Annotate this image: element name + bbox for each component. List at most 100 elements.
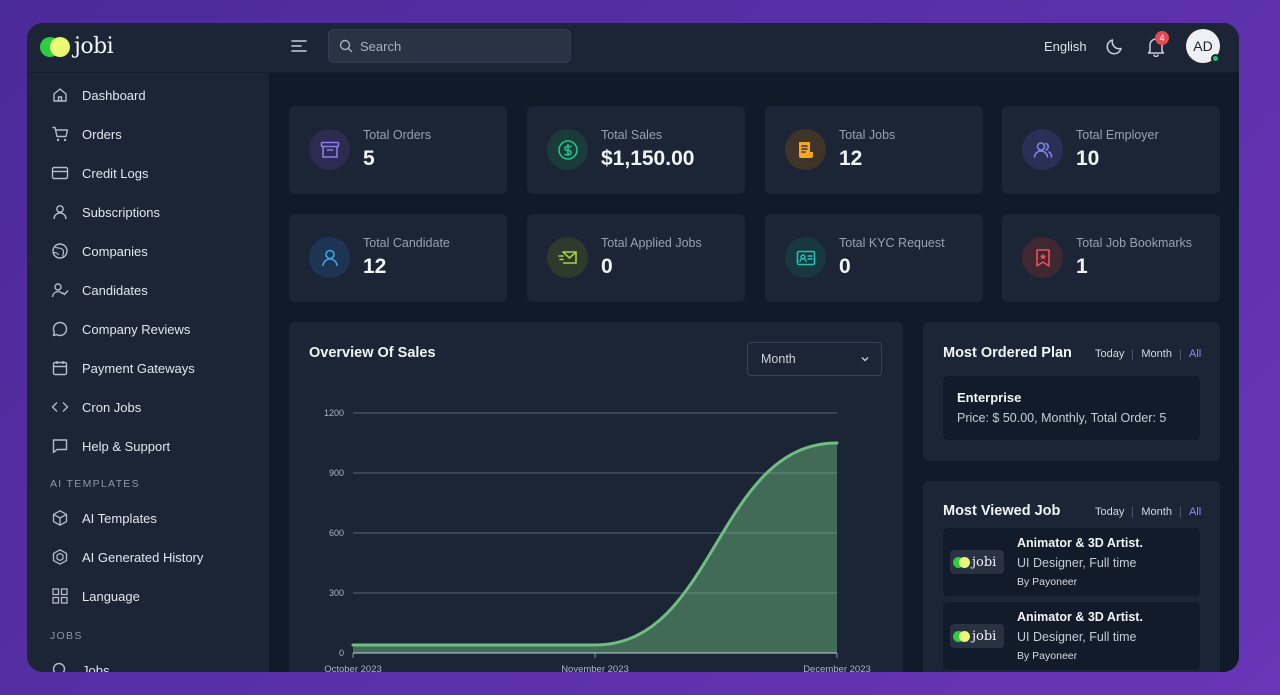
globe-icon bbox=[51, 242, 69, 260]
job-card[interactable]: jobi Animator & 3D Artist. UI Designer, … bbox=[943, 528, 1200, 596]
top-bar: jobi English 4 AD bbox=[27, 23, 1239, 73]
menu-toggle-icon[interactable] bbox=[289, 36, 309, 56]
sidebar-item-language[interactable]: Language bbox=[51, 585, 140, 607]
section-title-jobs: JOBS bbox=[50, 630, 83, 642]
message-square-icon bbox=[51, 437, 69, 455]
chevron-down-icon bbox=[861, 357, 869, 362]
stat-card-total-candidate[interactable]: Total Candidate 12 bbox=[289, 214, 507, 302]
user-check-icon bbox=[51, 281, 69, 299]
language-selector[interactable]: English bbox=[1044, 39, 1087, 54]
sidebar-item-label: AI Templates bbox=[82, 510, 157, 526]
id-card-icon bbox=[785, 237, 826, 278]
stat-value: 1 bbox=[1076, 255, 1088, 278]
sidebar-item-dashboard[interactable]: Dashboard bbox=[51, 84, 146, 106]
x-tick-label: December 2023 bbox=[803, 664, 871, 672]
code-icon bbox=[51, 398, 69, 416]
sidebar-item-label: Orders bbox=[82, 126, 122, 142]
stat-card-total-sales[interactable]: Total Sales $1,150.00 bbox=[527, 106, 745, 194]
mail-send-icon bbox=[547, 237, 588, 278]
job-title: Animator & 3D Artist. bbox=[1017, 610, 1143, 624]
stat-card-total-job-bookmarks[interactable]: Total Job Bookmarks 1 bbox=[1002, 214, 1220, 302]
sidebar-item-jobs[interactable]: Jobs bbox=[51, 659, 109, 672]
stat-card-total-orders[interactable]: Total Orders 5 bbox=[289, 106, 507, 194]
stat-value: 5 bbox=[363, 147, 375, 170]
stat-label: Total KYC Request bbox=[839, 236, 945, 250]
stat-value: 10 bbox=[1076, 147, 1100, 170]
bookmark-icon bbox=[1022, 237, 1063, 278]
stat-card-total-kyc-request[interactable]: Total KYC Request 0 bbox=[765, 214, 983, 302]
y-tick-label: 1200 bbox=[324, 408, 344, 418]
user-icon bbox=[309, 237, 350, 278]
sidebar-item-label: Candidates bbox=[82, 282, 148, 298]
sidebar-item-companies[interactable]: Companies bbox=[51, 240, 148, 262]
search-icon bbox=[51, 661, 69, 672]
plan-card[interactable]: Enterprise Price: $ 50.00, Monthly, Tota… bbox=[943, 376, 1200, 440]
stat-card-total-applied-jobs[interactable]: Total Applied Jobs 0 bbox=[527, 214, 745, 302]
sales-line bbox=[351, 441, 839, 647]
sidebar-item-ai-templates[interactable]: AI Templates bbox=[51, 507, 157, 529]
plan-filter-tabs: Today Month All bbox=[1095, 348, 1201, 360]
sidebar-item-candidates[interactable]: Candidates bbox=[51, 279, 148, 301]
search-box bbox=[328, 29, 571, 63]
filter-today[interactable]: Today bbox=[1095, 348, 1125, 360]
logo-mark-icon bbox=[40, 36, 70, 57]
notifications-bell-icon[interactable]: 4 bbox=[1145, 31, 1169, 58]
brand-logo[interactable]: jobi bbox=[40, 34, 114, 59]
sidebar-item-company-reviews[interactable]: Company Reviews bbox=[51, 318, 190, 340]
sidebar-item-orders[interactable]: Orders bbox=[51, 123, 122, 145]
company-logo-text: jobi bbox=[972, 554, 997, 570]
sidebar-item-cron-jobs[interactable]: Cron Jobs bbox=[51, 396, 141, 418]
notification-count-badge: 4 bbox=[1155, 31, 1169, 45]
job-company: By Payoneer bbox=[1017, 576, 1078, 588]
stat-label: Total Orders bbox=[363, 128, 432, 142]
app-window: jobi English 4 AD Dashboard Orders bbox=[27, 23, 1239, 672]
online-status-dot bbox=[1211, 54, 1220, 63]
cube-network-icon bbox=[51, 548, 69, 566]
period-select[interactable]: Month bbox=[747, 342, 882, 376]
panel-title: Overview Of Sales bbox=[309, 345, 436, 361]
brand-name: jobi bbox=[74, 34, 114, 59]
y-tick-label: 0 bbox=[339, 648, 344, 658]
filter-month[interactable]: Month bbox=[1141, 348, 1172, 360]
sidebar-item-ai-generated-history[interactable]: AI Generated History bbox=[51, 546, 203, 568]
job-title: Animator & 3D Artist. bbox=[1017, 536, 1143, 550]
company-logo-text: jobi bbox=[972, 628, 997, 644]
stat-value: 12 bbox=[839, 147, 863, 170]
message-circle-icon bbox=[51, 320, 69, 338]
sidebar-item-label: Help & Support bbox=[82, 438, 171, 454]
filter-all[interactable]: All bbox=[1188, 506, 1202, 518]
section-title-ai-templates: AI TEMPLATES bbox=[50, 478, 140, 490]
sidebar-item-subscriptions[interactable]: Subscriptions bbox=[51, 201, 160, 223]
sidebar: Dashboard Orders Credit Logs Subscriptio… bbox=[27, 73, 269, 672]
job-card[interactable]: jobi Animator & 3D Artist. UI Designer, … bbox=[943, 602, 1200, 670]
stat-label: Total Job Bookmarks bbox=[1076, 236, 1193, 250]
sidebar-item-payment-gateways[interactable]: Payment Gateways bbox=[51, 357, 195, 379]
filter-all[interactable]: All bbox=[1188, 348, 1202, 360]
stat-value: 0 bbox=[839, 255, 851, 278]
avatar[interactable]: AD bbox=[1186, 29, 1220, 63]
calendar-icon bbox=[51, 359, 69, 377]
period-select-value: Month bbox=[761, 352, 796, 366]
filter-month[interactable]: Month bbox=[1141, 506, 1172, 518]
stat-value: 12 bbox=[363, 255, 387, 278]
main-content: Total Orders 5 Total Sales $1,150.00 Tot… bbox=[269, 73, 1239, 672]
sales-area-fill bbox=[353, 443, 837, 653]
sidebar-item-label: Payment Gateways bbox=[82, 360, 195, 376]
dark-mode-toggle-icon[interactable] bbox=[1105, 36, 1125, 56]
sidebar-item-label: Companies bbox=[82, 243, 148, 259]
sidebar-item-help-support[interactable]: Help & Support bbox=[51, 435, 170, 457]
search-icon bbox=[339, 39, 353, 53]
stat-card-total-employer[interactable]: Total Employer 10 bbox=[1002, 106, 1220, 194]
company-logo: jobi bbox=[950, 624, 1004, 648]
overview-sales-panel: Overview Of Sales Month 0 300 600 900 1200 Oc… bbox=[289, 322, 903, 672]
stat-card-total-jobs[interactable]: Total Jobs 12 bbox=[765, 106, 983, 194]
sidebar-item-label: Jobs bbox=[82, 662, 110, 673]
y-tick-label: 300 bbox=[329, 588, 344, 598]
dollar-circle-icon bbox=[547, 129, 588, 170]
sidebar-item-label: Subscriptions bbox=[82, 204, 161, 220]
filter-today[interactable]: Today bbox=[1095, 506, 1125, 518]
sidebar-item-label: AI Generated History bbox=[82, 549, 204, 565]
sidebar-item-label: Language bbox=[82, 588, 140, 604]
sidebar-item-credit-logs[interactable]: Credit Logs bbox=[51, 162, 148, 184]
search-input[interactable] bbox=[360, 38, 560, 54]
